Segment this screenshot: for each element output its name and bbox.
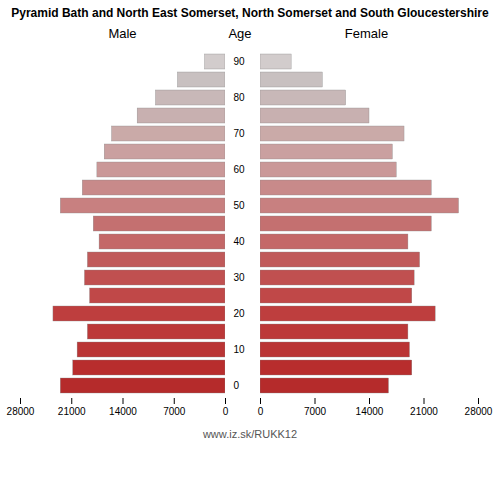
html-text:Female: Female xyxy=(344,25,389,41)
svg-text:7000: 7000 xyxy=(304,405,327,416)
svg-text:60: 60 xyxy=(234,164,246,175)
svg-text:14000: 14000 xyxy=(109,405,137,416)
svg-text:0: 0 xyxy=(258,405,264,416)
svg-text:21000: 21000 xyxy=(410,405,438,416)
html-text:Male: Male xyxy=(108,25,137,41)
svg-text:28000: 28000 xyxy=(465,405,493,416)
svg-text:21000: 21000 xyxy=(58,405,86,416)
svg-text:30: 30 xyxy=(234,272,246,283)
html-text:Pyramid Bath and North East So: Pyramid Bath and North East Somerset, No… xyxy=(11,6,489,20)
svg-text:7000: 7000 xyxy=(163,405,186,416)
html-text:www.iz.sk/RUKK12: www.iz.sk/RUKK12 xyxy=(202,427,298,440)
svg-text:28000: 28000 xyxy=(7,405,35,416)
svg-text:80: 80 xyxy=(234,92,246,103)
svg-text:50: 50 xyxy=(234,200,246,211)
svg-text:14000: 14000 xyxy=(356,405,384,416)
svg-text:40: 40 xyxy=(234,236,246,247)
html-text:Age: Age xyxy=(228,25,252,41)
svg-text:10: 10 xyxy=(234,344,246,355)
svg-text:0: 0 xyxy=(223,405,229,416)
svg-text:0: 0 xyxy=(234,380,240,391)
svg-text:20: 20 xyxy=(234,308,246,319)
svg-text:70: 70 xyxy=(234,128,246,139)
svg-text:90: 90 xyxy=(234,56,246,67)
